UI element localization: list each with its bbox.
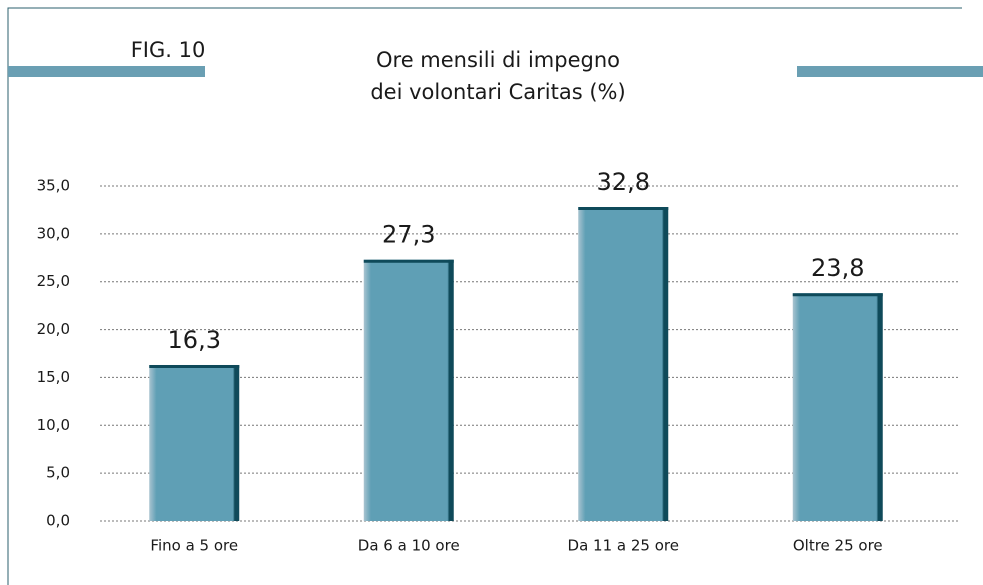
value-label: 27,3 (382, 221, 435, 249)
y-tick-label: 0,0 (46, 512, 70, 530)
bar (578, 207, 669, 522)
y-tick-label: 35,0 (37, 177, 70, 195)
figure-label: FIG. 10 (131, 38, 206, 62)
y-tick-label: 25,0 (37, 272, 70, 290)
value-label: 23,8 (811, 254, 864, 282)
y-tick-label: 5,0 (46, 464, 70, 482)
value-label: 32,8 (597, 168, 650, 196)
bar (792, 293, 883, 521)
value-label: 16,3 (168, 326, 221, 354)
y-tick-label: 20,0 (37, 320, 70, 338)
chart-title: Ore mensili di impegno (376, 48, 620, 72)
y-tick-label: 30,0 (37, 224, 70, 242)
x-tick-label: Da 6 a 10 ore (358, 537, 460, 555)
frame (7, 7, 962, 585)
x-tick-label: Fino a 5 ore (150, 537, 238, 555)
decor-bar (8, 66, 205, 77)
y-tick-label: 15,0 (37, 368, 70, 386)
x-tick-label: Da 11 a 25 ore (568, 537, 679, 555)
bar (363, 259, 454, 521)
chart-title: dei volontari Caritas (%) (370, 80, 625, 104)
y-tick-label: 10,0 (37, 416, 70, 434)
decor-bar (797, 66, 983, 77)
bar (149, 364, 240, 521)
x-tick-label: Oltre 25 ore (793, 537, 883, 555)
